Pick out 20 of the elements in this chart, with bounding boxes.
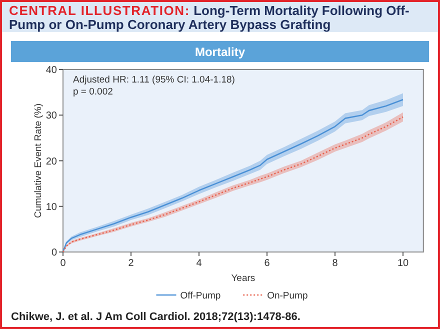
- y-tick-label: 10: [46, 202, 58, 213]
- y-tick-label: 20: [46, 156, 58, 168]
- annotation: p = 0.002: [73, 86, 113, 98]
- y-tick-label: 0: [51, 248, 58, 258]
- legend-label: On-Pump: [267, 290, 308, 302]
- x-tick-label: 2: [128, 258, 134, 269]
- x-tick-label: 8: [332, 258, 338, 269]
- y-axis-title: Cumulative Event Rate (%): [33, 103, 44, 218]
- chart-title: CENTRAL ILLUSTRATION: Long-Term Mortality Following Off-Pump or On-Pump Coronary Artery Bypass Grafting: [9, 3, 410, 32]
- text: Chikwe, J. et al. J Am Coll Cardiol. 2018;72(13):1478-86.: [11, 311, 300, 323]
- legend-label: Off-Pump: [180, 290, 221, 302]
- y-tick-label: 30: [46, 110, 58, 122]
- chart-subtitle: Mortality: [194, 45, 246, 59]
- x-tick-label: 4: [196, 258, 202, 269]
- x-axis-title: Years: [231, 273, 256, 284]
- y-tick-label: 40: [46, 65, 58, 76]
- x-tick-label: 0: [60, 258, 66, 269]
- x-tick-label: 6: [264, 258, 270, 269]
- annotation: Adjusted HR: 1.11 (95% CI: 1.04-1.18): [73, 74, 235, 86]
- x-tick-label: 10: [397, 258, 409, 269]
